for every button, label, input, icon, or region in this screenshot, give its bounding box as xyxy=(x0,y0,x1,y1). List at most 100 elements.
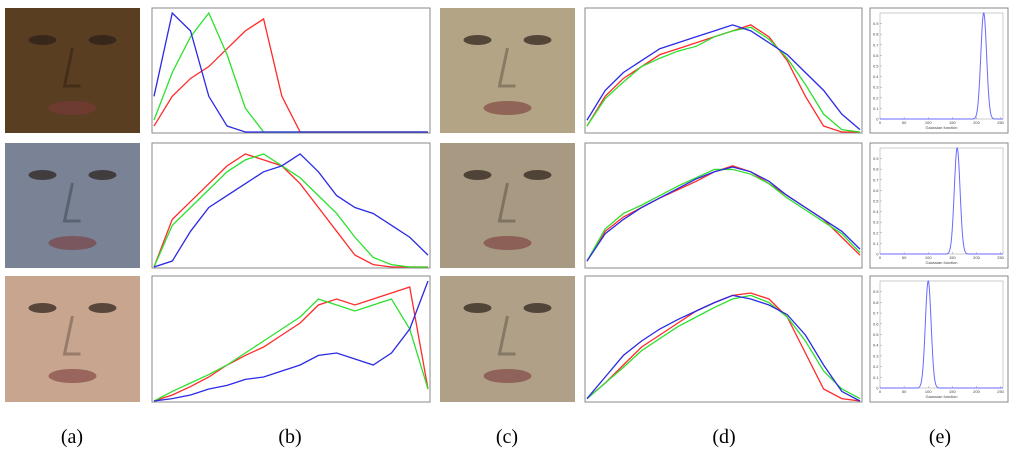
mouth xyxy=(48,101,97,115)
y-tick-label: 0.9 xyxy=(873,289,879,294)
y-tick-label: 0.1 xyxy=(873,241,879,246)
histogram-curve xyxy=(586,294,861,400)
x-tick-label: 50 xyxy=(902,389,907,394)
nose xyxy=(62,47,81,88)
x-tick-label: 250 xyxy=(997,255,1004,260)
x-axis-label: Gaussian function xyxy=(925,125,957,130)
plot-frame xyxy=(151,275,431,403)
eye xyxy=(463,303,492,313)
y-tick-label: 0.2 xyxy=(873,230,879,235)
panel-label: (a) xyxy=(61,426,83,448)
y-tick-label: 0.5 xyxy=(873,332,879,337)
panel-label: (c) xyxy=(496,426,518,448)
plot-frame xyxy=(584,275,863,403)
x-tick-label: 0 xyxy=(879,389,882,394)
y-tick-label: 0.6 xyxy=(873,321,879,326)
x-tick-label: 250 xyxy=(997,120,1004,125)
y-tick-label: 0.2 xyxy=(873,95,879,100)
x-tick-label: 200 xyxy=(973,255,980,260)
y-tick-label: 0.6 xyxy=(873,53,879,58)
y-tick-label: 0.7 xyxy=(873,177,879,182)
mouth xyxy=(483,101,532,115)
histogram-curve xyxy=(153,286,429,402)
eye xyxy=(523,170,552,180)
x-tick-label: 100 xyxy=(925,120,932,125)
y-tick-label: 0 xyxy=(876,386,879,391)
mouth xyxy=(483,236,532,250)
nose xyxy=(497,47,516,88)
y-tick-label: 0.3 xyxy=(873,220,879,225)
panel-label: (b) xyxy=(278,426,301,448)
eye xyxy=(88,35,117,45)
eye xyxy=(523,35,552,45)
y-tick-label: 0.7 xyxy=(873,42,879,47)
mouth xyxy=(483,369,532,383)
histogram-curve xyxy=(586,294,861,402)
histogram-curve xyxy=(153,298,429,402)
plot-frame xyxy=(869,142,1009,269)
eye xyxy=(28,170,57,180)
x-tick-label: 0 xyxy=(879,120,882,125)
x-tick-label: 50 xyxy=(902,255,907,260)
y-tick-label: 0.4 xyxy=(873,209,879,214)
y-tick-label: 0.6 xyxy=(873,188,879,193)
eye xyxy=(523,303,552,313)
y-tick-label: 0.5 xyxy=(873,64,879,69)
y-tick-label: 0.4 xyxy=(873,343,879,348)
y-tick-label: 0.9 xyxy=(873,156,879,161)
face-image xyxy=(5,276,140,402)
plot-frame xyxy=(869,275,1009,403)
y-tick-label: 0.5 xyxy=(873,199,879,204)
y-tick-label: 0.2 xyxy=(873,364,879,369)
eye xyxy=(88,170,117,180)
gaussian-curve xyxy=(880,147,1003,255)
mouth xyxy=(48,369,97,383)
panel-label: (d) xyxy=(712,426,735,448)
face-image xyxy=(5,8,140,133)
histogram-curve xyxy=(153,153,428,268)
y-tick-label: 0.7 xyxy=(873,311,879,316)
x-tick-label: 50 xyxy=(902,120,907,125)
y-tick-label: 0.1 xyxy=(873,375,879,380)
x-tick-label: 150 xyxy=(949,120,956,125)
histogram-curve xyxy=(153,153,429,268)
x-tick-label: 200 xyxy=(973,120,980,125)
y-tick-label: 0.1 xyxy=(873,106,879,111)
gaussian-curve xyxy=(880,12,1003,120)
eye xyxy=(28,35,57,45)
x-tick-label: 200 xyxy=(973,389,980,394)
y-tick-label: 0.3 xyxy=(873,353,879,358)
y-tick-label: 0.3 xyxy=(873,85,879,90)
x-axis-label: Gaussian function xyxy=(925,260,957,265)
mouth xyxy=(48,236,97,250)
x-tick-label: 0 xyxy=(879,255,882,260)
face-image xyxy=(440,276,575,402)
face-image xyxy=(5,143,140,268)
panel-label: (e) xyxy=(929,426,951,448)
nose xyxy=(62,182,81,223)
histogram-curve xyxy=(153,280,429,402)
x-tick-label: 100 xyxy=(925,255,932,260)
nose xyxy=(62,315,81,356)
x-axis-label: Gaussian function xyxy=(925,394,957,399)
plot-frame xyxy=(151,142,431,269)
y-tick-label: 0.8 xyxy=(873,32,879,37)
face-skin xyxy=(440,276,575,402)
nose xyxy=(497,315,516,356)
y-tick-label: 0.8 xyxy=(873,167,879,172)
eye xyxy=(463,35,492,45)
y-tick-label: 0.8 xyxy=(873,300,879,305)
x-tick-label: 150 xyxy=(949,389,956,394)
plot-frame xyxy=(584,142,863,269)
histogram-curve xyxy=(586,26,861,133)
x-tick-label: 250 xyxy=(997,389,1004,394)
histogram-curve xyxy=(586,24,861,131)
y-tick-label: 0 xyxy=(876,117,879,122)
histogram-curve xyxy=(586,166,861,262)
face-skin xyxy=(5,276,140,402)
x-tick-label: 100 xyxy=(925,389,932,394)
plot-frame xyxy=(151,7,431,134)
x-tick-label: 150 xyxy=(949,255,956,260)
face-image xyxy=(440,143,575,268)
